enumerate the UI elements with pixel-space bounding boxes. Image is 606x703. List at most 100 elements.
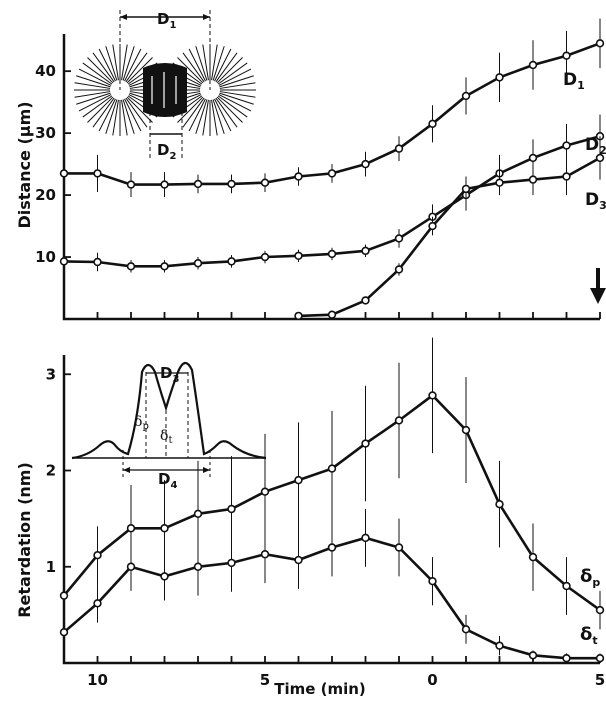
data-point [93,550,102,560]
retardation-y-ticks: 1 2 3 [46,365,71,576]
aster-ray [182,97,205,128]
data-point [160,262,169,271]
distance-series [59,18,605,321]
aster-ray [211,44,218,81]
series-line [298,156,601,318]
data-point [528,175,538,184]
aster-ray [217,95,248,118]
data-point [327,464,337,473]
aster-ray [188,98,206,132]
aster-ray [212,99,225,134]
series-line [63,134,601,268]
data-point [461,425,471,435]
aster-ray [214,98,232,132]
data-point [193,562,203,571]
data-point [327,169,337,178]
down-arrow-icon [590,268,606,304]
inset-label-d3: D3 [160,364,179,385]
data-point [93,599,102,608]
data-point [294,172,303,181]
data-point [160,572,169,581]
data-point [562,172,571,181]
aster-ray [105,99,118,134]
data-point [294,311,303,321]
data-point [595,605,605,615]
aster-ray [74,82,111,89]
data-point [327,543,337,552]
data-point [93,169,102,178]
aster-ray [78,68,112,86]
distance-y-axis-label: Distance (μm) [15,101,34,228]
data-point [528,651,538,660]
data-point [126,524,136,533]
data-point [59,169,69,178]
data-point [361,159,370,169]
data-point [160,180,169,189]
bot-y-tick-label: 2 [46,462,56,480]
data-point [294,475,303,485]
inset-label-d4: D4 [158,470,177,491]
series-δp [59,337,605,630]
aster-ray [177,96,204,123]
aster-ray [216,96,243,123]
aster-ray [122,46,135,81]
aster-ray [195,99,208,134]
top-y-tick-label: 40 [35,62,56,80]
series-label-delta-t: δt [580,624,598,647]
bot-y-tick-label: 1 [46,558,56,576]
profile-curve [71,361,267,460]
data-point [428,221,437,231]
aster-ray [219,82,256,89]
data-point [59,627,69,637]
data-point [294,251,303,261]
bot-y-tick-label: 3 [46,365,56,383]
inset-label-delta-t: δt [160,428,172,446]
data-point [227,504,236,514]
data-point [126,262,136,271]
aster-ray [82,95,113,118]
data-point [294,555,303,565]
aster-ray [87,96,114,123]
data-point [394,265,404,274]
series-label-d1: D1 [563,70,585,92]
aster-ray [215,97,238,128]
data-point [394,543,404,552]
aster-ray [98,48,116,82]
series-label-delta-p: δp [580,566,600,589]
aster-ray [195,46,208,81]
data-point [528,552,538,562]
retardation-y-axis-label: Retardation (nm) [15,462,34,618]
aster-ray [218,94,252,112]
spindle-schematic: D1 D2 [74,10,256,162]
data-point [160,524,169,533]
bot-x-tick-label: 10 [87,671,108,689]
data-point [327,249,337,259]
aster-ray [112,44,119,81]
data-point [595,39,605,48]
data-point [59,591,69,600]
series-D1 [59,18,605,197]
x-axis-label: Time (min) [274,680,366,698]
data-point [394,144,404,153]
aster-ray [122,99,135,134]
retardation-panel: 10 5 0 5 1 2 3 Retardation (nm) Time (min) δp… [15,337,605,698]
aster-ray [78,94,112,112]
data-point [260,550,270,559]
aster-ray [212,46,225,81]
aster-ray [74,91,111,98]
aster-ray [202,99,209,136]
data-point [562,141,571,150]
data-point [361,533,370,543]
aster-ray [92,52,115,83]
data-point [193,179,203,189]
aster-ray [98,98,116,132]
data-point [227,257,236,266]
series-D3 [294,136,605,321]
data-point [361,296,370,305]
data-point [260,487,270,496]
aster-ray [219,91,256,98]
series-δt [59,509,605,663]
series-D2 [59,114,605,273]
aster-ray [188,48,206,82]
